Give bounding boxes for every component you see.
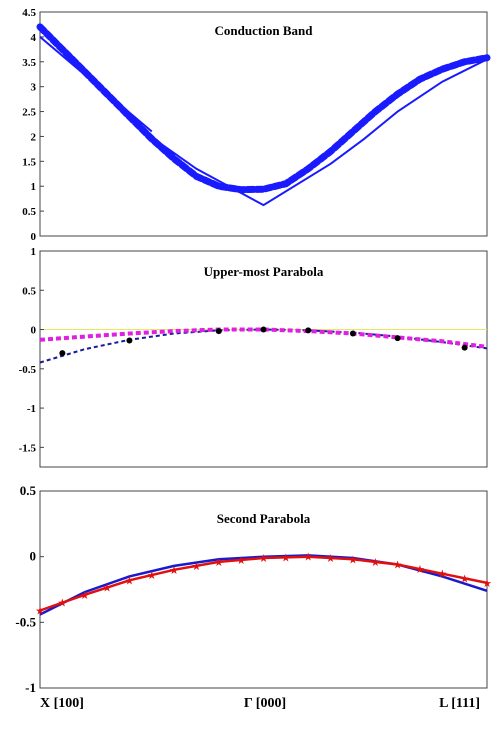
star-marker: ★ <box>259 552 269 565</box>
series-2: ★ ★ ★ ★ ★ ★ ★ ★ ★ ★ ★ ★ ★ ★ ★ ★ ★ ★ ★ ★ ★ <box>35 551 492 618</box>
y-tick-label: 0 <box>30 549 37 564</box>
data-point <box>461 344 468 351</box>
chart-panel-1: 0 0.5 1 1.5 2 2.5 3 3.5 4 4.5 Conduction Band <box>22 7 491 243</box>
y-tick-label: -1.5 <box>19 442 37 454</box>
star-marker: ★ <box>348 553 358 566</box>
star-marker: ★ <box>192 560 202 573</box>
y-tick-label: 3 <box>31 82 37 94</box>
data-point <box>349 330 356 337</box>
star-marker: ★ <box>236 554 246 567</box>
star-marker: ★ <box>147 569 157 582</box>
y-tick-label: -0.5 <box>19 364 37 376</box>
y-tick-label: 4.5 <box>22 7 36 19</box>
panel-title: Second Parabola <box>217 511 311 526</box>
star-marker: ★ <box>303 551 313 564</box>
star-marker: ★ <box>214 556 224 569</box>
x-axis-label-right: L [111] <box>439 696 480 711</box>
star-marker: ★ <box>80 589 90 602</box>
chart-panel-3: 0.5 0 -0.5 -1 ★ ★ ★ ★ ★ ★ ★ ★ ★ ★ ★ ★ ★ ★ ★ ★ ★ ★ ★ ★ ★ Second Pa… <box>15 483 492 695</box>
series-2 <box>39 327 488 349</box>
star-marker: ★ <box>57 597 67 610</box>
panel-title: Conduction Band <box>215 23 314 38</box>
data-point <box>126 337 133 344</box>
x-axis-label-left: X [100] <box>40 696 84 711</box>
data-point <box>260 326 267 333</box>
y-tick-label: 0.5 <box>22 206 36 218</box>
star-marker: ★ <box>370 556 380 569</box>
series-line-segment <box>153 58 488 207</box>
y-tick-label: 0.5 <box>20 483 37 498</box>
y-tick-label: 0 <box>31 231 37 243</box>
chart-panel-2: 1 0.5 0 -0.5 -1 -1.5 Upper-most Parabola <box>19 246 488 468</box>
data-point <box>59 350 66 357</box>
y-tick-label: 3.5 <box>22 57 36 69</box>
star-marker: ★ <box>437 568 447 581</box>
star-marker: ★ <box>281 551 291 564</box>
star-marker: ★ <box>326 552 336 565</box>
y-tick-label: 0.5 <box>22 285 36 297</box>
star-marker: ★ <box>124 574 134 587</box>
y-tick-label: 0 <box>31 325 37 337</box>
panel-title: Upper-most Parabola <box>204 264 324 279</box>
y-tick-label: -0.5 <box>15 614 36 629</box>
data-point <box>305 327 312 334</box>
series-2 <box>36 23 491 194</box>
y-tick-label: -1 <box>27 403 36 415</box>
star-marker: ★ <box>35 605 45 618</box>
series-line <box>36 23 491 194</box>
plot-frame <box>39 250 488 468</box>
y-tick-label: 2 <box>31 131 37 143</box>
star-marker: ★ <box>415 563 425 576</box>
data-point <box>394 335 401 342</box>
x-axis-label-center: Γ [000] <box>244 696 286 711</box>
series-line <box>39 555 488 612</box>
star-marker: ★ <box>393 559 403 572</box>
plot-frame <box>39 11 488 237</box>
star-marker: ★ <box>482 577 492 590</box>
series-3 <box>59 326 468 357</box>
y-tick-label: 1 <box>31 246 37 258</box>
star-marker: ★ <box>169 564 179 577</box>
y-tick-label: 1 <box>31 181 37 193</box>
y-tick-label: 4 <box>31 32 37 44</box>
y-tick-label: 1.5 <box>22 156 36 168</box>
star-marker: ★ <box>460 572 470 585</box>
y-tick-label: -1 <box>25 680 36 695</box>
series-line <box>39 327 488 349</box>
data-point <box>215 328 222 335</box>
star-marker: ★ <box>102 582 112 595</box>
y-tick-label: 2.5 <box>22 107 36 119</box>
